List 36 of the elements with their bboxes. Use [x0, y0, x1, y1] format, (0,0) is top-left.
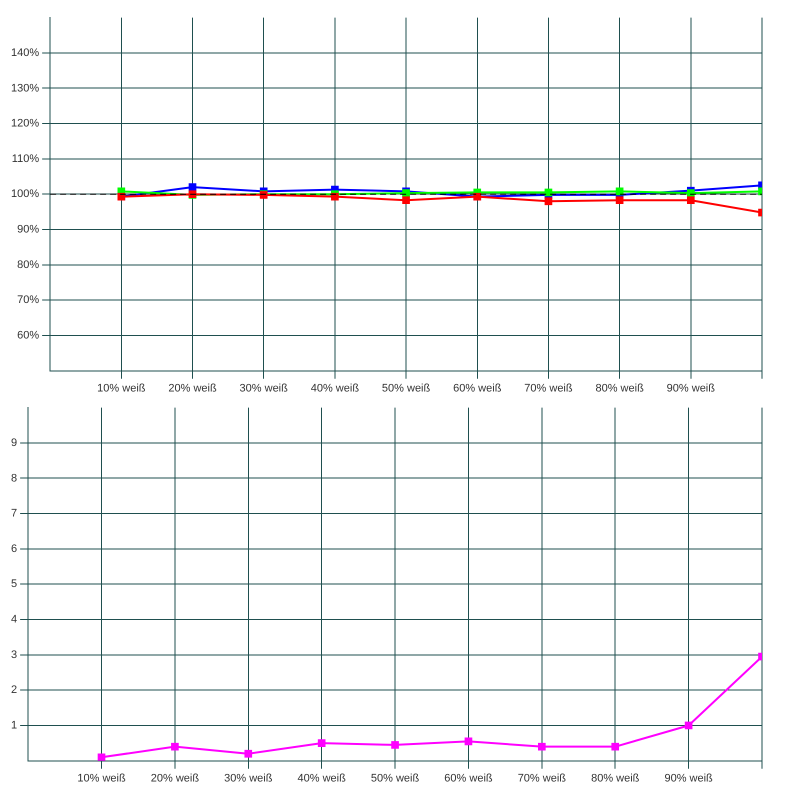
x-tick-label: 60% weiß: [444, 772, 493, 784]
y-tick-label: 130%: [10, 82, 40, 94]
y-tick-label: 100%: [10, 188, 40, 200]
x-tick-label: 20% weiß: [168, 382, 217, 394]
x-tick-label: 90% weiß: [666, 382, 716, 394]
y-tick-label: 60%: [17, 330, 40, 342]
x-tick-label: 30% weiß: [240, 382, 288, 394]
y-tick-label: 1: [10, 720, 18, 732]
y-tick-label: 110%: [12, 152, 40, 165]
y-tick-label: 120%: [10, 118, 40, 130]
x-tick-label: 60% weiß: [453, 382, 502, 394]
y-tick-label: 5: [10, 578, 18, 590]
x-tick-label: 80% weiß: [591, 772, 640, 784]
y-tick-label: 7: [10, 508, 18, 520]
x-tick-label: 40% weiß: [298, 772, 346, 784]
x-tick-label: 70% weiß: [518, 772, 566, 784]
y-tick-label: 4: [10, 614, 18, 626]
x-tick-label: 20% weiß: [150, 772, 200, 784]
y-tick-label: 2: [10, 684, 18, 696]
x-tick-label: 30% weiß: [224, 772, 273, 784]
x-tick-label: 80% weiß: [595, 382, 644, 394]
x-tick-label: 10% weiß: [97, 382, 146, 394]
y-tick-label: 8: [10, 472, 18, 484]
x-tick-label: 90% weiß: [664, 772, 714, 784]
y-tick-label: 3: [10, 648, 18, 661]
y-tick-label: 70%: [17, 294, 40, 306]
x-tick-label: 10% weiß: [77, 772, 126, 784]
x-tick-label: 40% weiß: [310, 382, 360, 394]
x-tick-label: 50% weiß: [370, 772, 420, 784]
y-tick-label: 6: [10, 542, 18, 555]
y-tick-label: 80%: [17, 258, 40, 271]
x-tick-label: 50% weiß: [382, 382, 430, 394]
y-tick-label: 9: [10, 436, 18, 449]
y-tick-label: 140%: [10, 46, 40, 59]
y-tick-label: 90%: [17, 224, 40, 236]
x-tick-label: 70% weiß: [524, 382, 573, 394]
